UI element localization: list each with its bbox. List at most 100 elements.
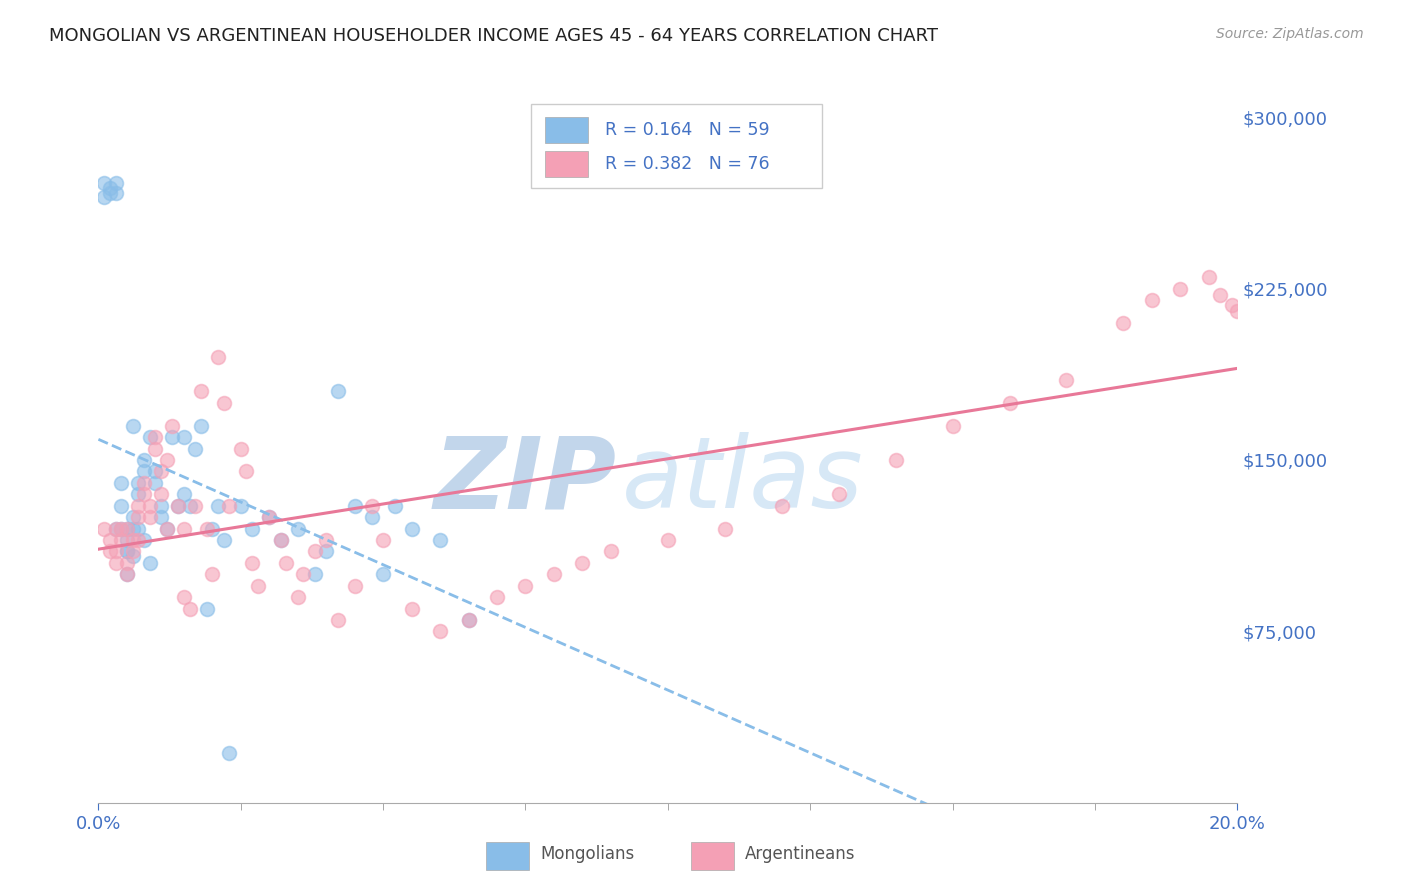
Point — [229, 499, 252, 513]
Point — [571, 556, 593, 570]
Point — [315, 544, 337, 558]
Point — [162, 418, 184, 433]
Point — [150, 510, 173, 524]
FancyBboxPatch shape — [531, 104, 821, 188]
Point — [229, 442, 252, 456]
Point — [138, 510, 160, 524]
Point — [104, 186, 127, 200]
FancyBboxPatch shape — [690, 842, 734, 870]
Point — [115, 533, 138, 547]
Point — [167, 499, 190, 513]
Point — [110, 533, 132, 547]
Point — [121, 544, 143, 558]
Point — [1226, 304, 1249, 318]
Point — [127, 510, 149, 524]
Point — [115, 544, 138, 558]
Point — [1170, 281, 1192, 295]
FancyBboxPatch shape — [546, 117, 588, 143]
Point — [486, 590, 509, 604]
Point — [167, 499, 190, 513]
Point — [304, 567, 326, 582]
Point — [1220, 297, 1243, 311]
Point — [115, 521, 138, 535]
Point — [212, 396, 235, 410]
Point — [93, 190, 115, 204]
Text: R = 0.382   N = 76: R = 0.382 N = 76 — [605, 155, 770, 173]
Point — [138, 430, 160, 444]
Point — [156, 521, 179, 535]
Point — [201, 567, 224, 582]
Point — [429, 533, 451, 547]
Point — [121, 533, 143, 547]
Point — [127, 487, 149, 501]
Point — [132, 487, 155, 501]
Point — [457, 613, 479, 627]
Point — [259, 510, 281, 524]
Point — [304, 544, 326, 558]
Point — [292, 567, 315, 582]
Point — [401, 521, 423, 535]
Point — [98, 186, 121, 200]
Point — [104, 521, 127, 535]
Point — [998, 396, 1021, 410]
Point — [942, 418, 965, 433]
Point — [884, 453, 907, 467]
Point — [138, 499, 160, 513]
Point — [93, 177, 115, 191]
Point — [121, 418, 143, 433]
Point — [127, 533, 149, 547]
Point — [98, 533, 121, 547]
Point — [98, 181, 121, 195]
Point — [828, 487, 851, 501]
Point — [373, 567, 395, 582]
Point — [132, 533, 155, 547]
Point — [145, 442, 167, 456]
Point — [1112, 316, 1135, 330]
Point — [212, 533, 235, 547]
Point — [326, 384, 349, 399]
Point — [343, 499, 366, 513]
Point — [150, 499, 173, 513]
Point — [600, 544, 623, 558]
Point — [190, 418, 212, 433]
Point — [145, 475, 167, 490]
Point — [315, 533, 337, 547]
Point — [714, 521, 737, 535]
Point — [156, 453, 179, 467]
Text: MONGOLIAN VS ARGENTINEAN HOUSEHOLDER INCOME AGES 45 - 64 YEARS CORRELATION CHART: MONGOLIAN VS ARGENTINEAN HOUSEHOLDER INC… — [49, 27, 938, 45]
Point — [1198, 270, 1220, 285]
Text: Source: ZipAtlas.com: Source: ZipAtlas.com — [1216, 27, 1364, 41]
Point — [162, 430, 184, 444]
Point — [173, 487, 195, 501]
Point — [195, 601, 218, 615]
Point — [184, 499, 207, 513]
Point — [121, 549, 143, 563]
Point — [115, 567, 138, 582]
Point — [401, 601, 423, 615]
Point — [259, 510, 281, 524]
Point — [110, 521, 132, 535]
Point — [121, 521, 143, 535]
Point — [360, 499, 382, 513]
Point — [657, 533, 679, 547]
Point — [276, 556, 298, 570]
Point — [132, 475, 155, 490]
Point — [457, 613, 479, 627]
Point — [145, 464, 167, 478]
Point — [150, 464, 173, 478]
Point — [127, 475, 149, 490]
Point — [138, 556, 160, 570]
Point — [104, 177, 127, 191]
Point — [98, 544, 121, 558]
Point — [184, 442, 207, 456]
Point — [1209, 288, 1232, 302]
Point — [115, 556, 138, 570]
Point — [246, 579, 269, 593]
Point — [115, 567, 138, 582]
Text: atlas: atlas — [623, 433, 863, 530]
Point — [326, 613, 349, 627]
Point — [115, 521, 138, 535]
Point — [173, 430, 195, 444]
Text: ZIP: ZIP — [433, 433, 617, 530]
Point — [173, 521, 195, 535]
